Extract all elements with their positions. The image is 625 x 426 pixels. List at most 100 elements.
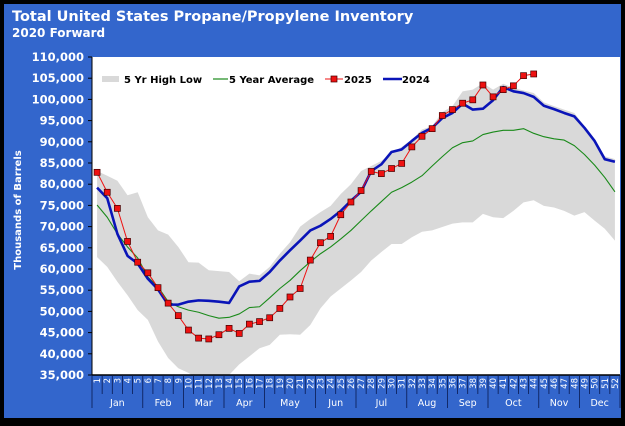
series-2025-marker [469,96,477,104]
legend-band-swatch [102,76,119,82]
week-label: 44 [530,378,540,389]
y-tick-label: 60,000 [40,262,84,276]
week-label: 41 [499,378,509,389]
week-label: 21 [296,378,306,389]
series-2025-marker [378,170,385,177]
series-2025-marker [499,86,507,93]
y-tick-label: 35,000 [40,368,84,382]
week-label: 31 [398,378,408,389]
legend: 5 Yr High Low 5 Year Average 2025 2024 [102,75,430,86]
y-tick-label: 100,000 [32,92,84,106]
week-label: 22 [306,378,316,389]
series-2025-marker [428,125,436,133]
y-tick-label: 65,000 [40,241,84,255]
series-2025-marker [408,143,416,151]
week-label: 37 [459,378,469,389]
series-2025-marker [306,256,314,264]
week-label: 17 [256,378,266,389]
week-label: 5 [134,378,144,383]
month-label: Aug [418,398,437,409]
week-label: 43 [520,378,530,389]
series-2025-marker [266,314,274,322]
week-label: 33 [418,378,428,389]
week-label: 2 [103,378,113,383]
month-label: Sep [459,398,477,409]
series-2025-marker [327,233,334,240]
week-label: 8 [164,378,174,383]
month-label: Oct [505,398,522,409]
week-label: 52 [611,378,621,389]
y-tick-label: 95,000 [40,114,84,128]
series-2025-marker [367,168,375,175]
series-2025-marker [93,168,101,176]
y-tick-label: 90,000 [40,135,84,149]
legend-2024-label: 2024 [402,75,430,86]
y-tick-label: 80,000 [40,177,84,191]
week-label: 42 [509,378,519,389]
series-2025-marker [438,112,446,119]
y-tick-label: 55,000 [40,283,84,297]
series-2025-marker [337,211,345,219]
week-label: 35 [438,378,448,389]
series-2025-marker [398,160,406,167]
series-2025-marker [185,326,192,334]
y-tick-label: 75,000 [40,198,84,212]
week-label: 24 [327,378,337,389]
month-label: May [280,398,300,409]
week-label: 20 [286,378,296,389]
week-label: 14 [225,378,235,389]
week-label: 28 [367,378,377,389]
series-avg-line [96,128,616,319]
series-2025-marker [317,239,324,247]
legend-2025-marker [330,75,338,83]
series-2025-marker [114,205,121,212]
series-2025-marker [144,269,152,277]
y-tick-label: 105,000 [32,71,84,85]
week-label: 38 [469,378,479,389]
week-label: 16 [245,378,255,389]
week-label: 23 [316,378,326,389]
series-2025-marker [103,188,111,196]
month-label: Apr [236,398,253,409]
week-label: 50 [591,378,601,389]
week-label: 25 [337,378,347,389]
month-label: Mar [195,398,213,409]
series-2025-marker [347,198,355,206]
y-axis-label: Thousands of Barrels [13,150,24,269]
series-2025-marker [235,330,243,337]
legend-avg-label: 5 Year Average [229,75,314,86]
week-label: 27 [357,378,367,389]
series-2025-marker [195,334,202,342]
month-label: Jun [327,398,343,409]
month-label: Feb [155,398,172,409]
month-label: Dec [590,398,608,409]
week-label: 39 [479,378,489,389]
week-label: 10 [184,378,194,389]
week-label: 36 [448,378,458,389]
week-label: 1 [93,378,103,383]
week-label: 29 [377,378,387,389]
series-2025-marker [388,165,395,172]
week-label: 11 [195,378,205,389]
month-label: Jul [375,398,387,409]
week-label: 51 [601,378,611,389]
series-2025-marker [357,187,365,194]
week-label: 34 [428,378,438,389]
series-2025-marker [225,325,233,332]
week-label: 19 [276,378,286,389]
y-tick-label: 70,000 [40,220,84,234]
week-label: 30 [388,378,398,389]
week-label: 48 [570,378,580,389]
series-2025-marker [205,335,213,343]
y-tick-label: 50,000 [40,304,84,318]
week-label: 4 [124,378,134,383]
series-2025-marker [489,93,497,101]
week-label: 32 [408,378,418,389]
chart-title: Total United States Propane/Propylene In… [12,9,414,25]
week-label: 49 [580,378,590,389]
chart-subtitle: 2020 Forward [12,26,105,40]
series-2025-marker [286,293,294,301]
week-label: 45 [540,378,550,389]
